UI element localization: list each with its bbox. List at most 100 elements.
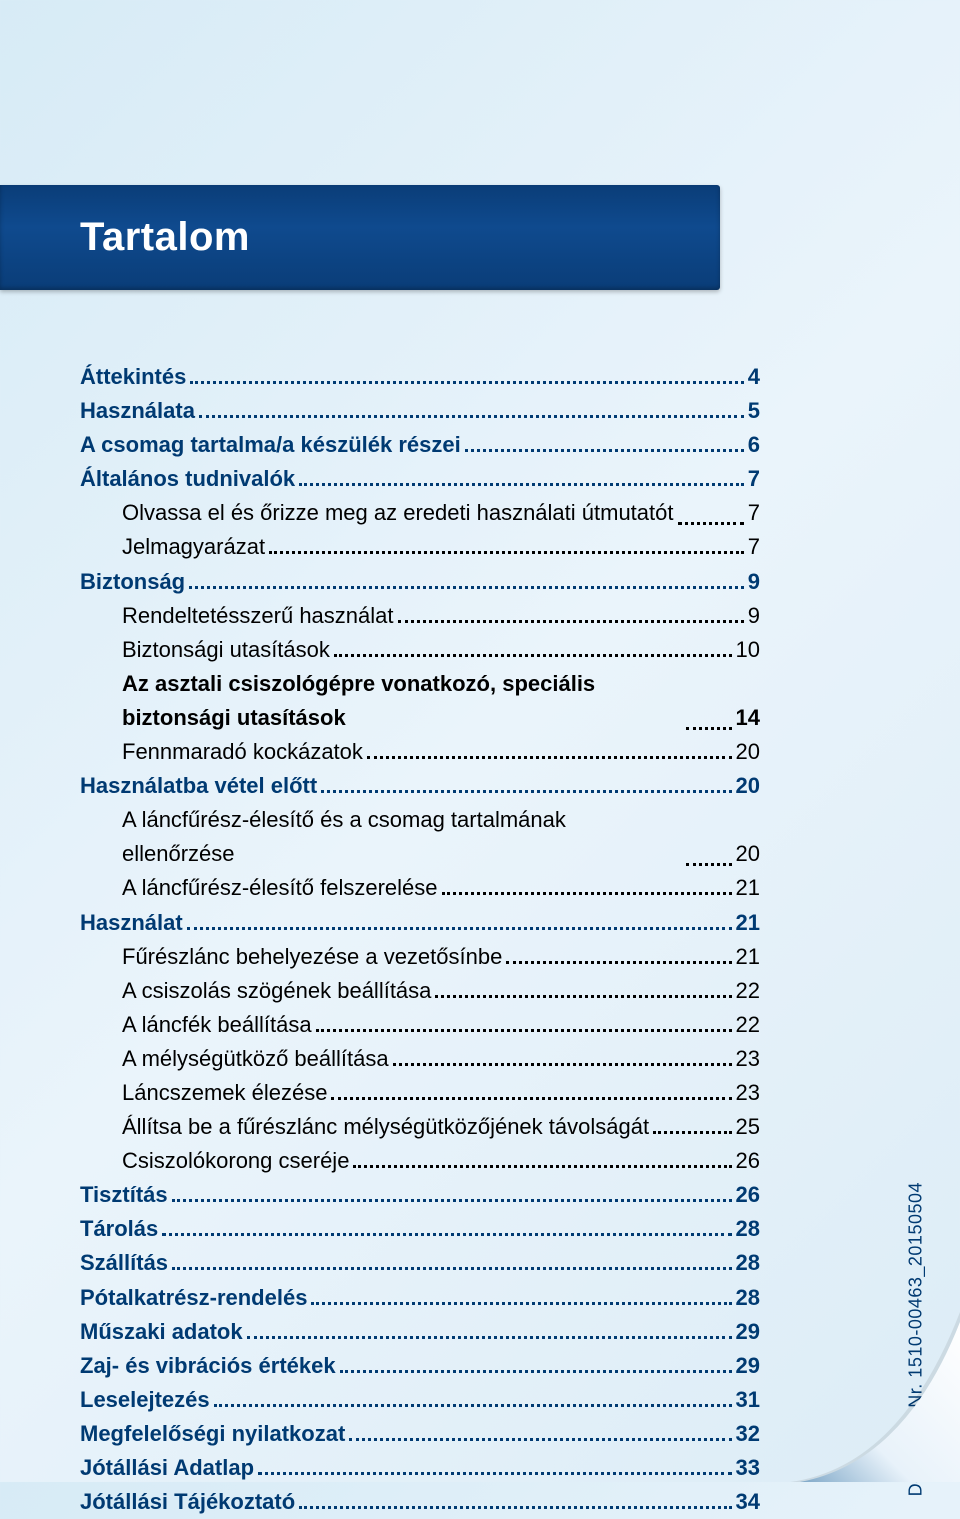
toc-row: Használatba vétel előtt20 [80,769,760,803]
toc-label: Általános tudnivalók [80,462,295,496]
toc-page: 22 [736,974,760,1008]
toc-page: 23 [736,1042,760,1076]
toc-leader [435,982,731,997]
toc-row: Jótállási Tájékoztató34 [80,1485,760,1519]
toc-label: Rendeltetésszerű használat [122,599,394,633]
toc-row: Az asztali csiszológépre vonatkozó, spec… [80,667,760,735]
toc-page: 21 [736,940,760,974]
toc-row: Használata 5 [80,394,760,428]
toc-label: A láncfék beállítása [122,1008,312,1042]
toc-label: Csiszolókorong cseréje [122,1144,349,1178]
page-curl-decoration [790,1312,960,1482]
toc-label: Biztonság [80,565,185,599]
toc-leader [349,1426,731,1441]
toc-leader [299,471,744,486]
toc-label: Fennmaradó kockázatok [122,735,363,769]
toc-label: Biztonsági utasítások [122,633,330,667]
toc-row: Biztonság9 [80,565,760,599]
toc-row: Megfelelőségi nyilatkozat 32 [80,1417,760,1451]
toc-row: Csiszolókorong cseréje 26 [80,1144,760,1178]
toc-label: A láncfűrész-élesítő felszerelése [122,871,438,905]
toc-row: Állítsa be a fűrészlánc mélységütközőjén… [80,1110,760,1144]
toc-leader [653,1119,731,1134]
toc-row: A csiszolás szögének beállítása22 [80,974,760,1008]
toc-page: 9 [748,599,760,633]
page-title: Tartalom [80,215,250,260]
toc-leader [190,369,743,384]
toc-page: 21 [736,906,760,940]
toc-label: Állítsa be a fűrészlánc mélységütközőjén… [122,1110,649,1144]
toc-leader [162,1221,731,1236]
toc-row: Fennmaradó kockázatok 20 [80,735,760,769]
toc-leader [299,1494,731,1509]
toc-row: Szállítás28 [80,1246,760,1280]
toc-page: 25 [736,1110,760,1144]
toc-row: A láncfűrész-élesítő és a csomag tartalm… [80,803,760,871]
toc-label: Zaj- és vibrációs értékek [80,1349,336,1383]
toc-label: Tisztítás [80,1178,168,1212]
toc-leader [331,1085,731,1100]
toc-leader [189,573,744,588]
toc-leader [172,1255,731,1270]
toc-leader [398,607,744,622]
toc-label: A mélységütköző beállítása [122,1042,389,1076]
toc-label: Fűrészlánc behelyezése a vezetősínbe [122,940,502,974]
toc-leader [465,437,744,452]
toc-leader [199,403,744,418]
toc-row: Általános tudnivalók 7 [80,462,760,496]
toc-row: A mélységütköző beállítása 23 [80,1042,760,1076]
toc-page: 29 [736,1315,760,1349]
title-band: Tartalom [0,185,720,290]
toc-page: 20 [736,837,760,871]
toc-page: 20 [736,769,760,803]
toc-page: 10 [736,633,760,667]
toc-row: Pótalkatrész-rendelés28 [80,1281,760,1315]
toc-page: 7 [748,462,760,496]
toc-leader [506,948,731,963]
toc-row: A láncfék beállítása 22 [80,1008,760,1042]
toc-row: Áttekintés4 [80,360,760,394]
toc-row: Jótállási Adatlap33 [80,1451,760,1485]
toc-page: 22 [736,1008,760,1042]
toc-label: Jelmagyarázat [122,530,265,564]
toc-row: Zaj- és vibrációs értékek 29 [80,1349,760,1383]
toc-label: A láncfűrész-élesítő és a csomag tartalm… [122,803,682,871]
toc-page: 26 [736,1144,760,1178]
toc-page: 33 [736,1451,760,1485]
toc-label: Műszaki adatok [80,1315,243,1349]
toc-page: 20 [736,735,760,769]
toc-page: 21 [736,871,760,905]
toc-leader [258,1460,732,1475]
toc-page: 7 [748,496,760,530]
toc-label: Olvassa el és őrizze meg az eredeti hasz… [122,496,674,530]
toc-page: 7 [748,530,760,564]
toc-page: 32 [736,1417,760,1451]
toc-leader [334,641,732,656]
toc-row: Tisztítás 26 [80,1178,760,1212]
toc-row: Leselejtezés31 [80,1383,760,1417]
table-of-contents: Áttekintés4Használata5A csomag tartalma/… [80,360,760,1519]
toc-leader [247,1323,732,1338]
toc-label: Használata [80,394,195,428]
toc-leader [686,715,732,730]
toc-label: Láncszemek élezése [122,1076,327,1110]
toc-label: Tárolás [80,1212,158,1246]
toc-page: 34 [736,1485,760,1519]
toc-page: 5 [748,394,760,428]
toc-row: Tárolás 28 [80,1212,760,1246]
toc-row: Fűrészlánc behelyezése a vezetősínbe 21 [80,940,760,974]
toc-label: A csomag tartalma/a készülék részei [80,428,461,462]
toc-page: 28 [736,1212,760,1246]
toc-leader [311,1289,731,1304]
toc-row: Jelmagyarázat 7 [80,530,760,564]
toc-page: 29 [736,1349,760,1383]
toc-page: 4 [748,360,760,394]
toc-row: Láncszemek élezése23 [80,1076,760,1110]
toc-page: 26 [736,1178,760,1212]
toc-leader [442,880,732,895]
toc-row: Olvassa el és őrizze meg az eredeti hasz… [80,496,760,530]
toc-label: Pótalkatrész-rendelés [80,1281,307,1315]
toc-leader [678,510,744,525]
toc-row: A csomag tartalma/a készülék részei6 [80,428,760,462]
toc-label: Megfelelőségi nyilatkozat [80,1417,345,1451]
